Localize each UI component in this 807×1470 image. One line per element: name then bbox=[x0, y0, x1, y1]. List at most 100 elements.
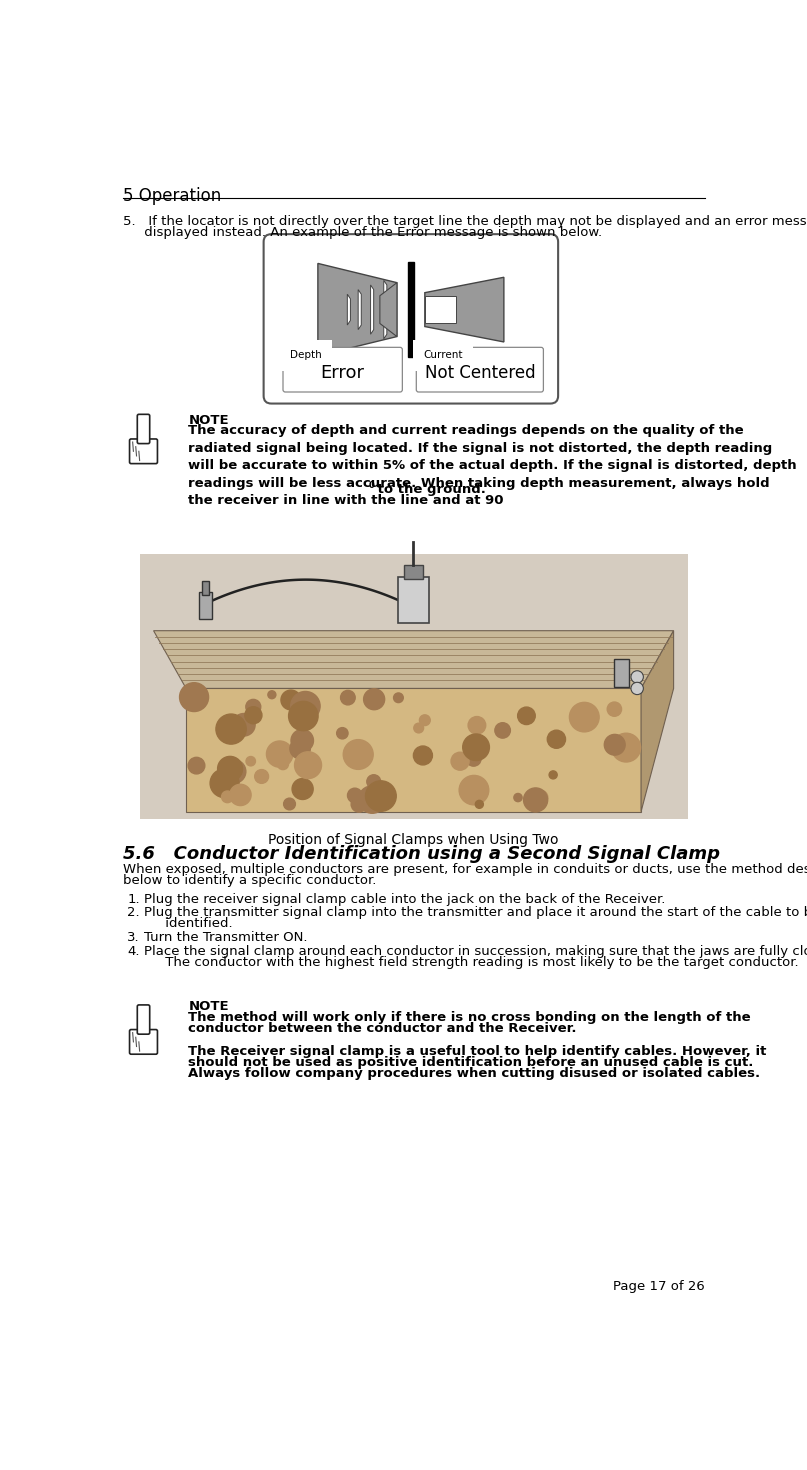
Circle shape bbox=[337, 728, 348, 739]
FancyBboxPatch shape bbox=[137, 1005, 150, 1035]
Bar bbox=[398, 576, 429, 623]
Circle shape bbox=[292, 779, 313, 800]
FancyBboxPatch shape bbox=[130, 440, 157, 463]
Circle shape bbox=[547, 731, 566, 748]
Text: NOTE: NOTE bbox=[189, 413, 229, 426]
Text: Current: Current bbox=[424, 350, 462, 360]
Polygon shape bbox=[358, 290, 362, 329]
Circle shape bbox=[291, 691, 320, 720]
Circle shape bbox=[230, 785, 251, 806]
Circle shape bbox=[218, 757, 243, 781]
Polygon shape bbox=[153, 631, 674, 688]
Circle shape bbox=[266, 741, 293, 767]
Text: The accuracy of depth and current readings depends on the quality of the
radiate: The accuracy of depth and current readin… bbox=[189, 425, 797, 507]
Polygon shape bbox=[424, 295, 456, 323]
Text: The conductor with the highest field strength reading is most likely to be the t: The conductor with the highest field str… bbox=[144, 956, 799, 969]
Text: 5 Operation: 5 Operation bbox=[123, 187, 221, 206]
Text: Turn the Transmitter ON.: Turn the Transmitter ON. bbox=[144, 931, 307, 944]
Bar bbox=[199, 592, 212, 619]
FancyBboxPatch shape bbox=[416, 347, 543, 392]
Bar bbox=[614, 659, 629, 686]
Polygon shape bbox=[384, 281, 387, 340]
Circle shape bbox=[514, 794, 522, 801]
Bar bbox=[408, 262, 414, 357]
Text: Always follow company procedures when cutting disused or isolated cables.: Always follow company procedures when cu… bbox=[189, 1067, 760, 1079]
FancyBboxPatch shape bbox=[283, 347, 403, 392]
Text: Page 17 of 26: Page 17 of 26 bbox=[613, 1280, 705, 1294]
Bar bbox=[202, 581, 209, 594]
Circle shape bbox=[533, 791, 548, 804]
Text: conductor between the conductor and the Receiver.: conductor between the conductor and the … bbox=[189, 1022, 577, 1035]
Circle shape bbox=[462, 734, 489, 760]
Circle shape bbox=[268, 691, 276, 698]
Polygon shape bbox=[424, 278, 504, 343]
Circle shape bbox=[289, 701, 318, 731]
Circle shape bbox=[414, 723, 424, 734]
Circle shape bbox=[232, 713, 255, 736]
Circle shape bbox=[631, 682, 643, 695]
Circle shape bbox=[466, 751, 481, 766]
Polygon shape bbox=[370, 285, 374, 334]
Text: 2.: 2. bbox=[128, 907, 140, 919]
Circle shape bbox=[549, 770, 557, 779]
Circle shape bbox=[366, 781, 396, 811]
Circle shape bbox=[524, 788, 548, 811]
Circle shape bbox=[246, 757, 256, 766]
Circle shape bbox=[631, 670, 643, 684]
Text: should not be used as positive identification before an unused cable is cut.: should not be used as positive identific… bbox=[189, 1055, 754, 1069]
Polygon shape bbox=[318, 263, 397, 356]
Circle shape bbox=[612, 734, 641, 761]
Polygon shape bbox=[380, 282, 397, 337]
Circle shape bbox=[348, 788, 362, 803]
Text: Plug the receiver signal clamp cable into the jack on the back of the Receiver.: Plug the receiver signal clamp cable int… bbox=[144, 892, 666, 906]
Circle shape bbox=[607, 703, 621, 716]
Text: below to identify a specific conductor.: below to identify a specific conductor. bbox=[123, 875, 376, 886]
Text: NOTE: NOTE bbox=[189, 1000, 229, 1013]
Circle shape bbox=[475, 800, 483, 809]
Text: Position of Signal Clamps when Using Two: Position of Signal Clamps when Using Two bbox=[269, 833, 558, 847]
Circle shape bbox=[413, 745, 433, 764]
Circle shape bbox=[341, 691, 355, 706]
Text: 4.: 4. bbox=[128, 945, 140, 958]
Text: to the ground.: to the ground. bbox=[373, 484, 486, 497]
Circle shape bbox=[222, 791, 233, 803]
Bar bbox=[404, 566, 423, 579]
Circle shape bbox=[281, 689, 301, 710]
Circle shape bbox=[495, 723, 510, 738]
Circle shape bbox=[459, 775, 489, 806]
Circle shape bbox=[394, 692, 404, 703]
Text: 5.   If the locator is not directly over the target line the depth may not be di: 5. If the locator is not directly over t… bbox=[123, 215, 807, 228]
Circle shape bbox=[367, 775, 381, 788]
Circle shape bbox=[291, 729, 313, 751]
Text: 5.6   Conductor Identification using a Second Signal Clamp: 5.6 Conductor Identification using a Sec… bbox=[123, 845, 720, 863]
Circle shape bbox=[278, 759, 288, 770]
Circle shape bbox=[468, 716, 486, 734]
Circle shape bbox=[570, 703, 599, 732]
Text: Plug the transmitter signal clamp into the transmitter and place it around the s: Plug the transmitter signal clamp into t… bbox=[144, 907, 807, 919]
Circle shape bbox=[351, 797, 367, 811]
Text: Depth: Depth bbox=[290, 350, 322, 360]
Circle shape bbox=[604, 735, 625, 756]
Circle shape bbox=[245, 707, 262, 723]
Text: When exposed, multiple conductors are present, for example in conduits or ducts,: When exposed, multiple conductors are pr… bbox=[123, 863, 807, 876]
Circle shape bbox=[255, 770, 269, 784]
Circle shape bbox=[364, 689, 385, 710]
Circle shape bbox=[358, 786, 386, 813]
Text: 0: 0 bbox=[369, 481, 374, 490]
Circle shape bbox=[290, 738, 311, 759]
Circle shape bbox=[517, 707, 535, 725]
Circle shape bbox=[210, 769, 239, 798]
FancyBboxPatch shape bbox=[264, 234, 558, 404]
Text: Place the signal clamp around each conductor in succession, making sure that the: Place the signal clamp around each condu… bbox=[144, 945, 807, 958]
Circle shape bbox=[246, 700, 261, 714]
Circle shape bbox=[283, 798, 295, 810]
Bar bbox=[140, 554, 688, 819]
Circle shape bbox=[295, 751, 321, 779]
Polygon shape bbox=[186, 688, 641, 811]
FancyBboxPatch shape bbox=[137, 415, 150, 444]
Text: The method will work only if there is no cross bonding on the length of the: The method will work only if there is no… bbox=[189, 1011, 751, 1025]
Text: identified.: identified. bbox=[144, 917, 233, 931]
Polygon shape bbox=[641, 631, 674, 811]
Circle shape bbox=[574, 707, 592, 725]
Text: 1.: 1. bbox=[128, 892, 140, 906]
